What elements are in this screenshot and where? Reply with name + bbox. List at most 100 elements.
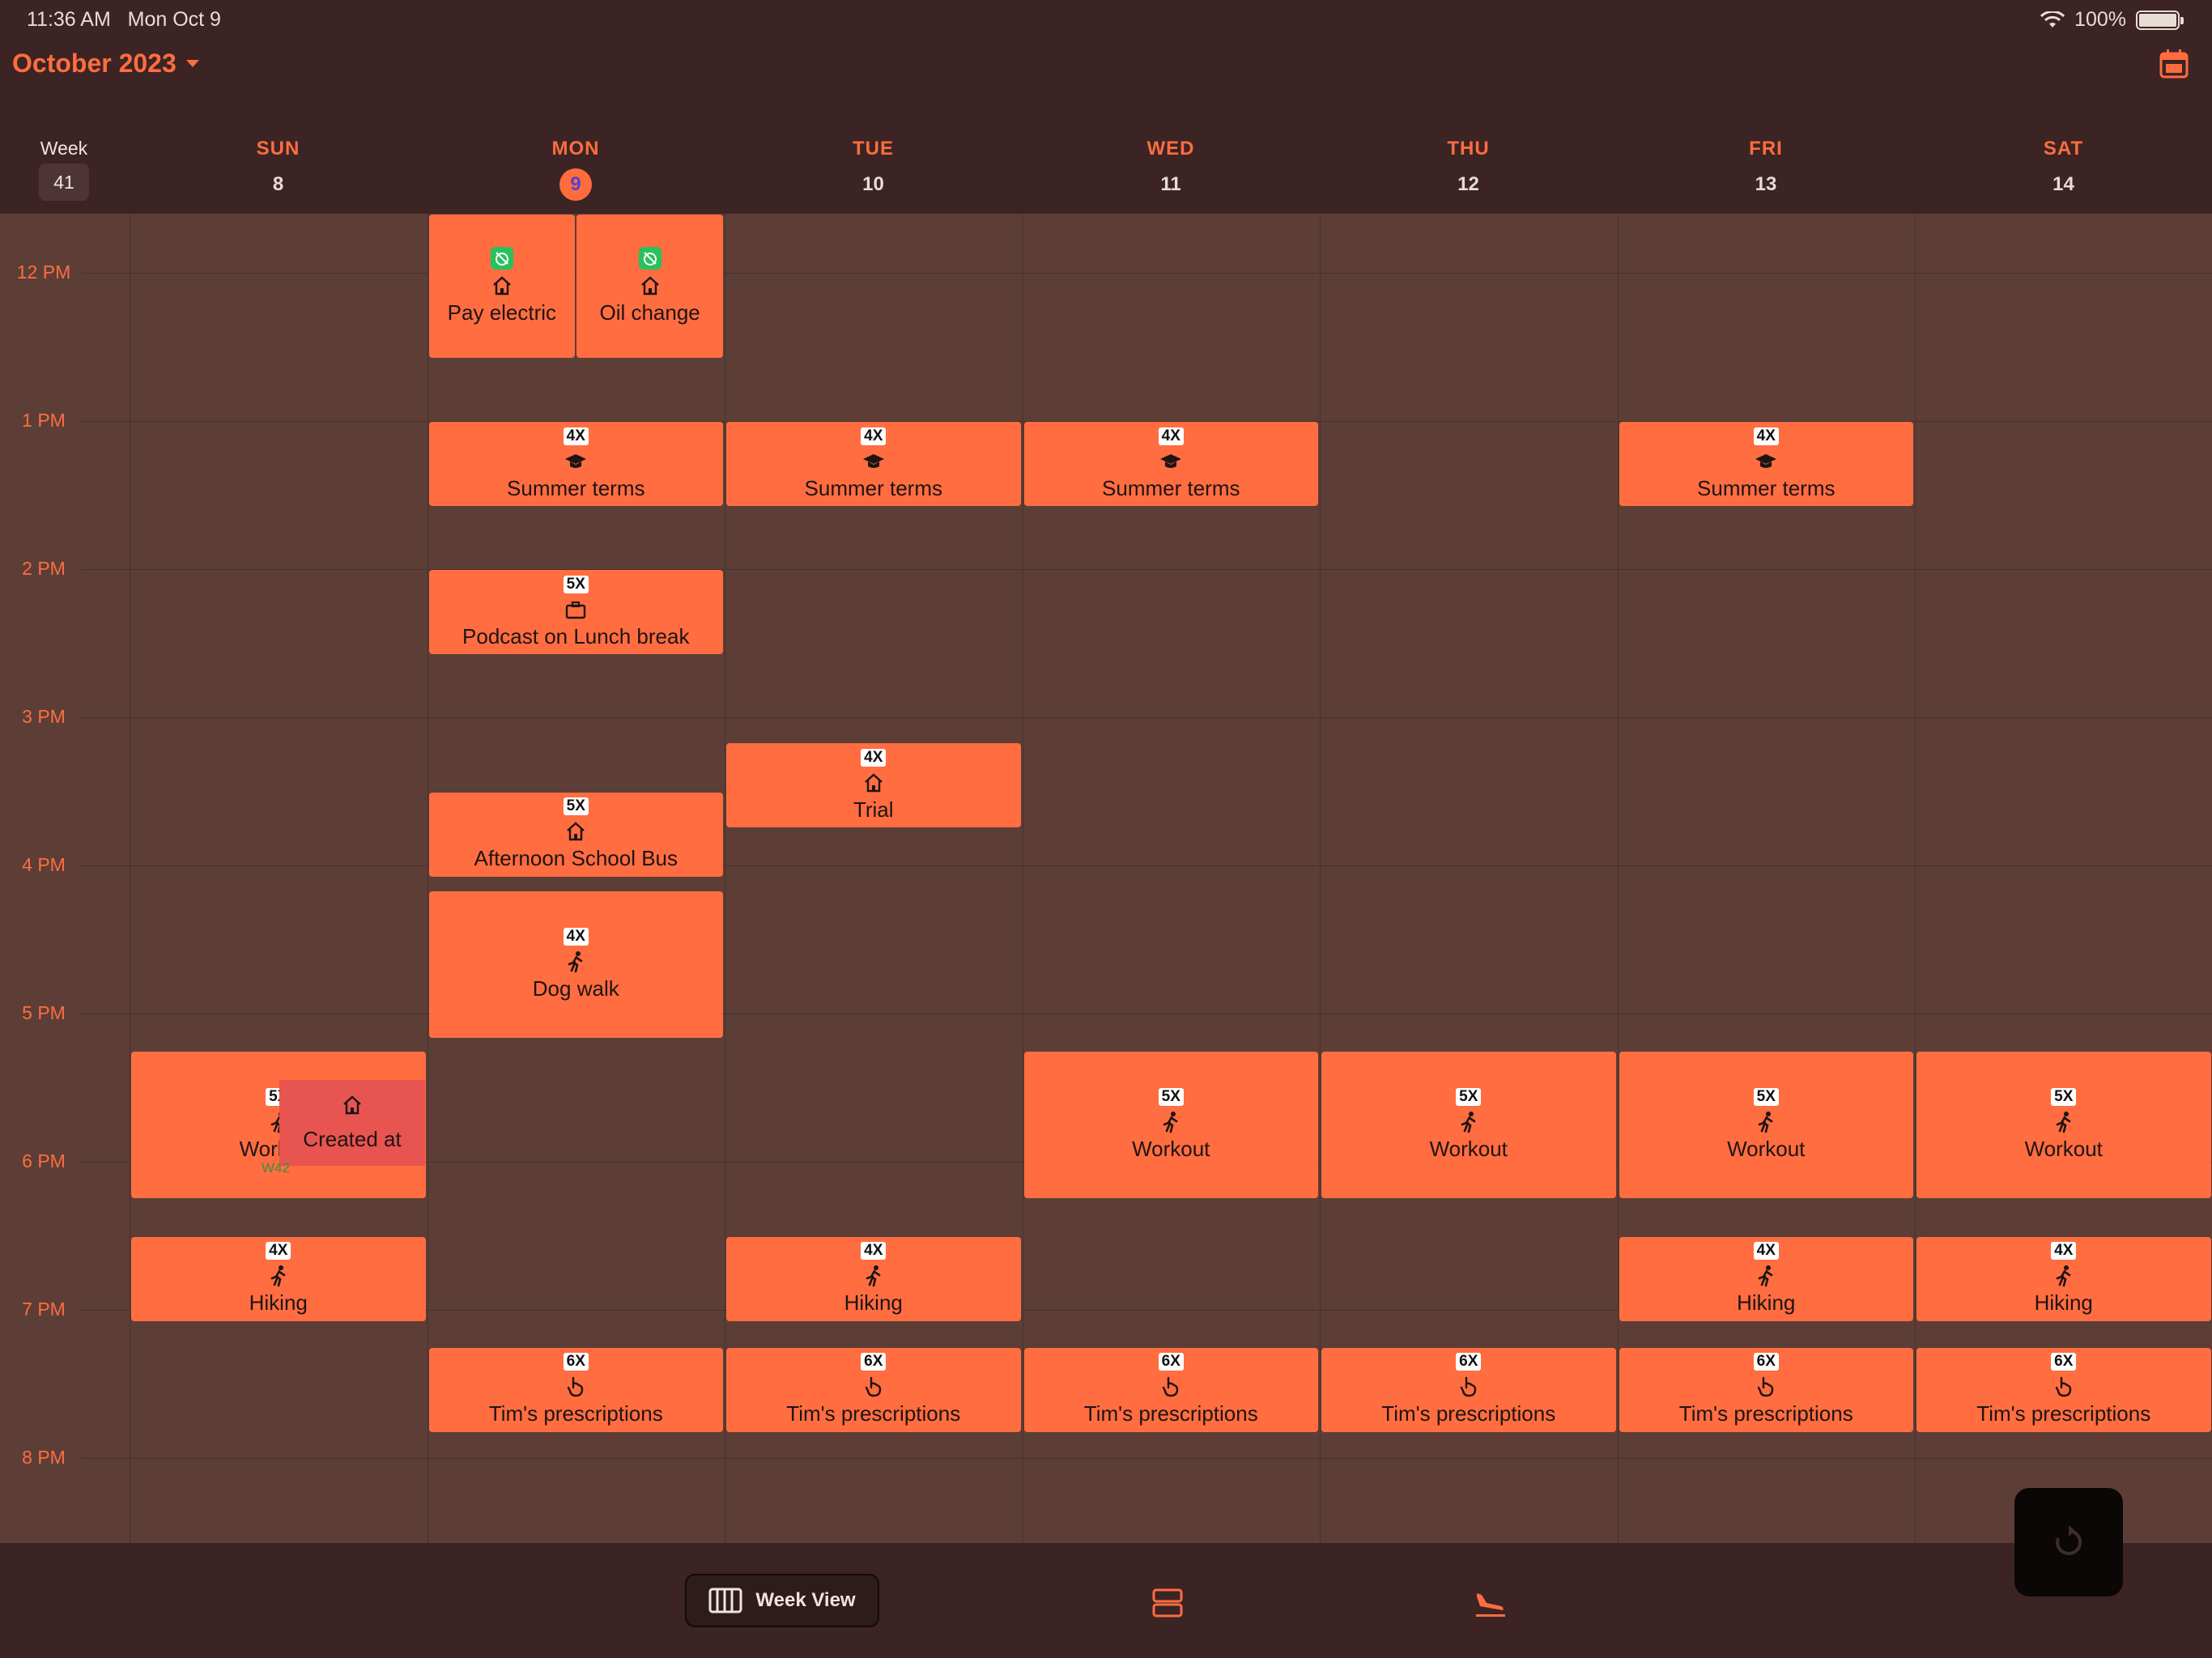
repeat-badge: 4X bbox=[1753, 1242, 1779, 1261]
event-pay-electric[interactable]: Pay electric bbox=[428, 214, 576, 359]
graduation-cap-icon bbox=[862, 450, 885, 473]
event-title: Tim's prescriptions bbox=[1976, 1401, 2151, 1426]
calendar-icon[interactable] bbox=[2159, 49, 2189, 79]
home-icon bbox=[862, 772, 885, 794]
event-hiking[interactable]: 4X Hiking bbox=[1916, 1236, 2211, 1321]
event-workout[interactable]: 5X Workout bbox=[1023, 1051, 1318, 1198]
hand-icon bbox=[564, 1375, 587, 1398]
home-icon bbox=[491, 274, 513, 297]
hand-icon bbox=[1159, 1375, 1182, 1398]
agenda-view-icon[interactable] bbox=[1151, 1587, 1184, 1619]
day-name: WED bbox=[1146, 138, 1195, 159]
event-tim-s-prescriptions[interactable]: 6X Tim's prescriptions bbox=[1619, 1347, 1913, 1432]
created-at-drag-preview[interactable]: Created at bbox=[279, 1080, 425, 1167]
repeat-badge: 6X bbox=[1158, 1353, 1184, 1371]
day-date: 13 bbox=[1755, 173, 1777, 195]
event-title: Tim's prescriptions bbox=[1381, 1401, 1556, 1426]
repeat-badge: 6X bbox=[1753, 1353, 1779, 1371]
alarm-off-icon bbox=[490, 246, 513, 270]
day-header-tue[interactable]: TUE 10 bbox=[725, 138, 1022, 201]
week-view-button[interactable]: Week View bbox=[685, 1574, 879, 1627]
event-title: Summer terms bbox=[507, 475, 645, 500]
event-hiking[interactable]: 4X Hiking bbox=[131, 1236, 426, 1321]
home-icon bbox=[341, 1094, 364, 1122]
refresh-button[interactable] bbox=[2014, 1488, 2123, 1596]
event-workout[interactable]: 5X Workout bbox=[1321, 1051, 1616, 1198]
repeat-badge: 4X bbox=[861, 427, 887, 445]
runner-icon bbox=[1755, 1265, 1777, 1287]
hour-label: 1 PM bbox=[22, 410, 66, 431]
column-divider bbox=[1617, 214, 1619, 1543]
hour-line bbox=[81, 865, 2212, 866]
event-summer-terms[interactable]: 4X Summer terms bbox=[1619, 422, 1913, 507]
hand-icon bbox=[862, 1375, 885, 1398]
day-header-fri[interactable]: FRI 13 bbox=[1618, 138, 1915, 201]
graduation-cap-icon bbox=[564, 450, 587, 473]
repeat-badge: 5X bbox=[2051, 1087, 2077, 1106]
repeat-badge: 4X bbox=[1158, 427, 1184, 445]
event-hiking[interactable]: 4X Hiking bbox=[726, 1236, 1021, 1321]
event-tim-s-prescriptions[interactable]: 6X Tim's prescriptions bbox=[1023, 1347, 1318, 1432]
runner-icon bbox=[267, 1265, 290, 1287]
event-title: Hiking bbox=[844, 1290, 903, 1316]
status-time: 11:36 AM Mon Oct 9 bbox=[27, 8, 221, 31]
hour-label: 8 PM bbox=[22, 1447, 66, 1468]
day-header-mon[interactable]: MON 9 bbox=[428, 138, 725, 201]
event-title: Workout bbox=[1132, 1136, 1210, 1161]
week-label: Week bbox=[40, 138, 88, 159]
alarm-off-icon bbox=[638, 246, 661, 270]
event-title: Pay electric bbox=[447, 300, 557, 325]
runner-icon bbox=[1755, 1111, 1777, 1133]
event-title: Tim's prescriptions bbox=[488, 1401, 663, 1426]
event-workout[interactable]: 5X Workout bbox=[1619, 1051, 1913, 1198]
hand-icon bbox=[1755, 1375, 1777, 1398]
column-divider bbox=[1915, 214, 1916, 1543]
repeat-badge: 5X bbox=[1753, 1087, 1779, 1106]
event-afternoon-school-bus[interactable]: 5X Afternoon School Bus bbox=[428, 792, 723, 877]
repeat-badge: 6X bbox=[563, 1353, 589, 1371]
graduation-cap-icon bbox=[1159, 450, 1182, 473]
event-summer-terms[interactable]: 4X Summer terms bbox=[428, 422, 723, 507]
day-header-wed[interactable]: WED 11 bbox=[1023, 138, 1320, 201]
runner-icon bbox=[564, 950, 587, 973]
month-selector[interactable]: October 2023 bbox=[12, 49, 199, 79]
event-title: Summer terms bbox=[804, 475, 942, 500]
event-dog-walk[interactable]: 4X Dog walk bbox=[428, 891, 723, 1039]
day-date: 11 bbox=[1160, 173, 1181, 195]
event-title: Podcast on Lunch break bbox=[462, 623, 690, 648]
home-icon bbox=[564, 820, 587, 843]
hand-icon bbox=[1457, 1375, 1480, 1398]
event-title: Workout bbox=[2024, 1136, 2103, 1161]
day-date: 14 bbox=[2052, 173, 2074, 195]
event-hiking[interactable]: 4X Hiking bbox=[1619, 1236, 1913, 1321]
event-summer-terms[interactable]: 4X Summer terms bbox=[726, 422, 1021, 507]
day-header-sun[interactable]: SUN 8 bbox=[130, 138, 427, 201]
event-tim-s-prescriptions[interactable]: 6X Tim's prescriptions bbox=[428, 1347, 723, 1432]
repeat-badge: 4X bbox=[2051, 1242, 2077, 1261]
repeat-badge: 6X bbox=[1456, 1353, 1482, 1371]
day-header-thu[interactable]: THU 12 bbox=[1320, 138, 1617, 201]
calendar-grid[interactable]: 12 PM 1 PM 2 PM 3 PM 4 PM 5 PM 6 PM 7 PM 8 PM Pay… bbox=[0, 214, 2212, 1543]
day-date: 12 bbox=[1457, 173, 1479, 195]
event-oil-change[interactable]: Oil change bbox=[576, 214, 723, 359]
month-title: October 2023 bbox=[12, 49, 177, 78]
hour-line bbox=[81, 421, 2212, 422]
hour-line bbox=[81, 273, 2212, 274]
event-trial[interactable]: 4X Trial bbox=[726, 743, 1021, 828]
airplane-landing-icon[interactable] bbox=[1474, 1585, 1508, 1619]
repeat-badge: 5X bbox=[563, 797, 589, 816]
event-tim-s-prescriptions[interactable]: 6X Tim's prescriptions bbox=[726, 1347, 1021, 1432]
event-podcast-on-lunch-break[interactable]: 5X Podcast on Lunch break bbox=[428, 570, 723, 655]
week-number[interactable]: 41 bbox=[39, 164, 89, 201]
event-tim-s-prescriptions[interactable]: 6X Tim's prescriptions bbox=[1321, 1347, 1616, 1432]
hour-label: 6 PM bbox=[22, 1150, 66, 1171]
hour-label: 2 PM bbox=[22, 558, 66, 579]
day-header-sat[interactable]: SAT 14 bbox=[1915, 138, 2212, 201]
event-workout[interactable]: 5X Workout bbox=[1916, 1051, 2211, 1198]
event-tim-s-prescriptions[interactable]: 6X Tim's prescriptions bbox=[1916, 1347, 2211, 1432]
hour-label: 7 PM bbox=[22, 1299, 66, 1320]
event-title: Oil change bbox=[599, 300, 700, 325]
event-summer-terms[interactable]: 4X Summer terms bbox=[1023, 422, 1318, 507]
status-bar: 11:36 AM Mon Oct 9 100% bbox=[0, 0, 2212, 39]
day-name: SUN bbox=[256, 138, 300, 159]
